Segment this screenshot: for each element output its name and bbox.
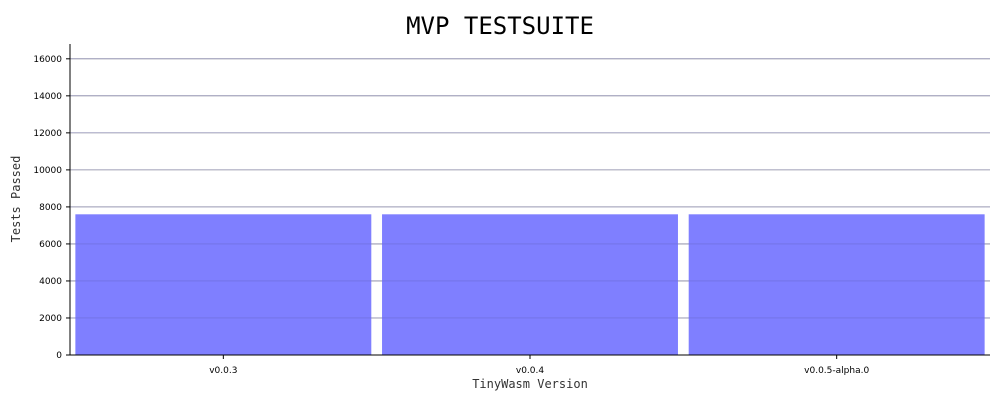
chart-title: MVP TESTSUITE bbox=[406, 12, 594, 40]
x-tick-label: v0.0.3 bbox=[209, 366, 237, 376]
bars bbox=[70, 58, 990, 355]
y-axis: 0 2000 4000 6000 8000 10000 12000 14000 16000 bbox=[33, 44, 71, 361]
bar bbox=[75, 214, 372, 355]
x-axis: v0.0.3 v0.0.4 v0.0.5-alpha.0 bbox=[70, 354, 990, 376]
x-axis-label: TinyWasm Version bbox=[472, 377, 588, 391]
y-tick-label: 14000 bbox=[33, 92, 62, 102]
y-tick-label: 16000 bbox=[33, 55, 62, 65]
y-tick-label: 10000 bbox=[33, 166, 62, 176]
y-tick-label: 0 bbox=[56, 351, 62, 361]
y-axis-label: Tests Passed bbox=[9, 156, 23, 243]
x-tick-label: v0.0.5-alpha.0 bbox=[804, 366, 869, 376]
bar bbox=[688, 214, 985, 355]
y-tick-label: 12000 bbox=[33, 129, 62, 139]
y-tick-label: 2000 bbox=[39, 314, 62, 324]
y-tick-label: 6000 bbox=[39, 240, 62, 250]
x-tick-label: v0.0.4 bbox=[516, 366, 545, 376]
y-tick-label: 4000 bbox=[39, 277, 62, 287]
bar bbox=[382, 214, 678, 355]
y-tick-label: 8000 bbox=[39, 203, 62, 213]
